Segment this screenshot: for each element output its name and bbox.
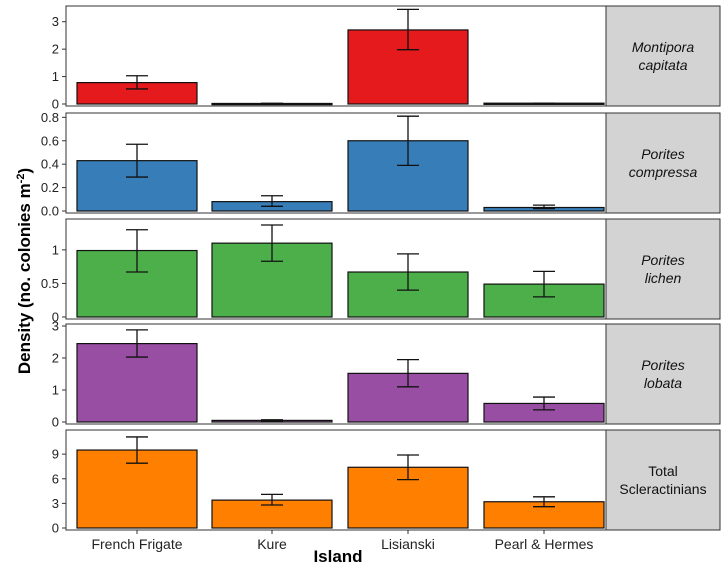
y-tick-label: 2 xyxy=(52,351,59,366)
facet-strip-label: Montipora xyxy=(632,39,694,55)
x-tick-label: Pearl & Hermes xyxy=(495,536,594,552)
facet-strip-label: lobata xyxy=(644,375,682,391)
error-bar xyxy=(397,253,419,291)
facet-strip-label: capitata xyxy=(638,57,687,73)
y-tick-label: 0 xyxy=(52,97,59,112)
x-tick-label: French Frigate xyxy=(91,536,182,552)
facet-strip xyxy=(605,429,721,531)
x-tick-label: Kure xyxy=(257,536,287,552)
facet-strip xyxy=(605,218,721,320)
y-tick-label: 0.5 xyxy=(41,276,59,291)
error-bar xyxy=(397,358,419,388)
facet-strip xyxy=(605,323,721,425)
facet-panel: Porites compressa 0.0 0.2 0.4 0.6 0.8 xyxy=(41,110,721,219)
x-tick-label: Lisianski xyxy=(381,536,435,552)
y-tick-label: 0.6 xyxy=(41,133,59,148)
facet-strip xyxy=(605,112,721,214)
error-bar xyxy=(533,270,555,298)
error-bar xyxy=(397,454,419,481)
y-tick-label: 1 xyxy=(52,69,59,84)
facet-strip-label: Scleractinians xyxy=(619,481,706,497)
y-tick-label: 1 xyxy=(52,383,59,398)
facet-panel: Montipora capitata 0 1 2 3 xyxy=(52,5,721,112)
x-axis: French Frigate Kure Lisianski Pearl & Herme… xyxy=(91,530,593,552)
error-bar xyxy=(261,195,283,207)
y-axis-title: Density (no. colonies m-2) xyxy=(15,168,34,374)
y-tick-label: 0.2 xyxy=(41,180,59,195)
y-axis-title-superscript: -2 xyxy=(15,174,27,184)
facet-strip-label: Total xyxy=(648,463,678,479)
y-tick-label: 1 xyxy=(52,242,59,257)
x-axis-title: Island xyxy=(313,547,362,566)
facet-strip-label: Porites xyxy=(641,146,685,162)
y-tick-label: 3 xyxy=(52,496,59,511)
facet-panel: Porites lichen 0 0.5 1 xyxy=(41,218,721,325)
error-bar xyxy=(533,496,555,508)
error-bar xyxy=(126,329,148,358)
facet-strip xyxy=(605,5,721,107)
error-bar xyxy=(533,396,555,411)
y-tick-label: 0 xyxy=(52,415,59,430)
bar xyxy=(211,499,333,529)
y-tick-label: 3 xyxy=(52,14,59,29)
y-tick-label: 0.4 xyxy=(41,157,59,172)
y-tick-label: 0.8 xyxy=(41,110,59,125)
facet-panel: Total Scleractinians 0 3 6 9 xyxy=(52,429,721,536)
bar xyxy=(76,449,198,529)
y-tick-label: 9 xyxy=(52,447,59,462)
y-tick-label: 2 xyxy=(52,42,59,57)
error-bar xyxy=(533,204,555,210)
facet-strip-label: Porites xyxy=(641,252,685,268)
error-bar xyxy=(126,229,148,273)
facet-strip-label: Porites xyxy=(641,357,685,373)
error-bar xyxy=(397,8,419,51)
error-bar xyxy=(397,115,419,166)
error-bar xyxy=(261,419,283,422)
facet-strip-label: lichen xyxy=(645,270,682,286)
y-tick-label: 3 xyxy=(52,319,59,334)
y-tick-label: 0.0 xyxy=(41,204,59,219)
error-bar xyxy=(126,143,148,178)
facet-panel: Porites lobata 0 1 2 3 xyxy=(52,319,721,430)
y-tick-label: 0 xyxy=(52,310,59,325)
y-tick-label: 6 xyxy=(52,471,59,486)
facet-strip-label: compressa xyxy=(629,164,698,180)
error-bar xyxy=(261,224,283,262)
error-bar xyxy=(261,493,283,506)
error-bar xyxy=(126,436,148,464)
error-bar xyxy=(126,75,148,90)
chart-panels: Montipora capitata 0 1 2 3 Porites compressa 0.0… xyxy=(41,5,721,536)
y-tick-label: 0 xyxy=(52,521,59,536)
